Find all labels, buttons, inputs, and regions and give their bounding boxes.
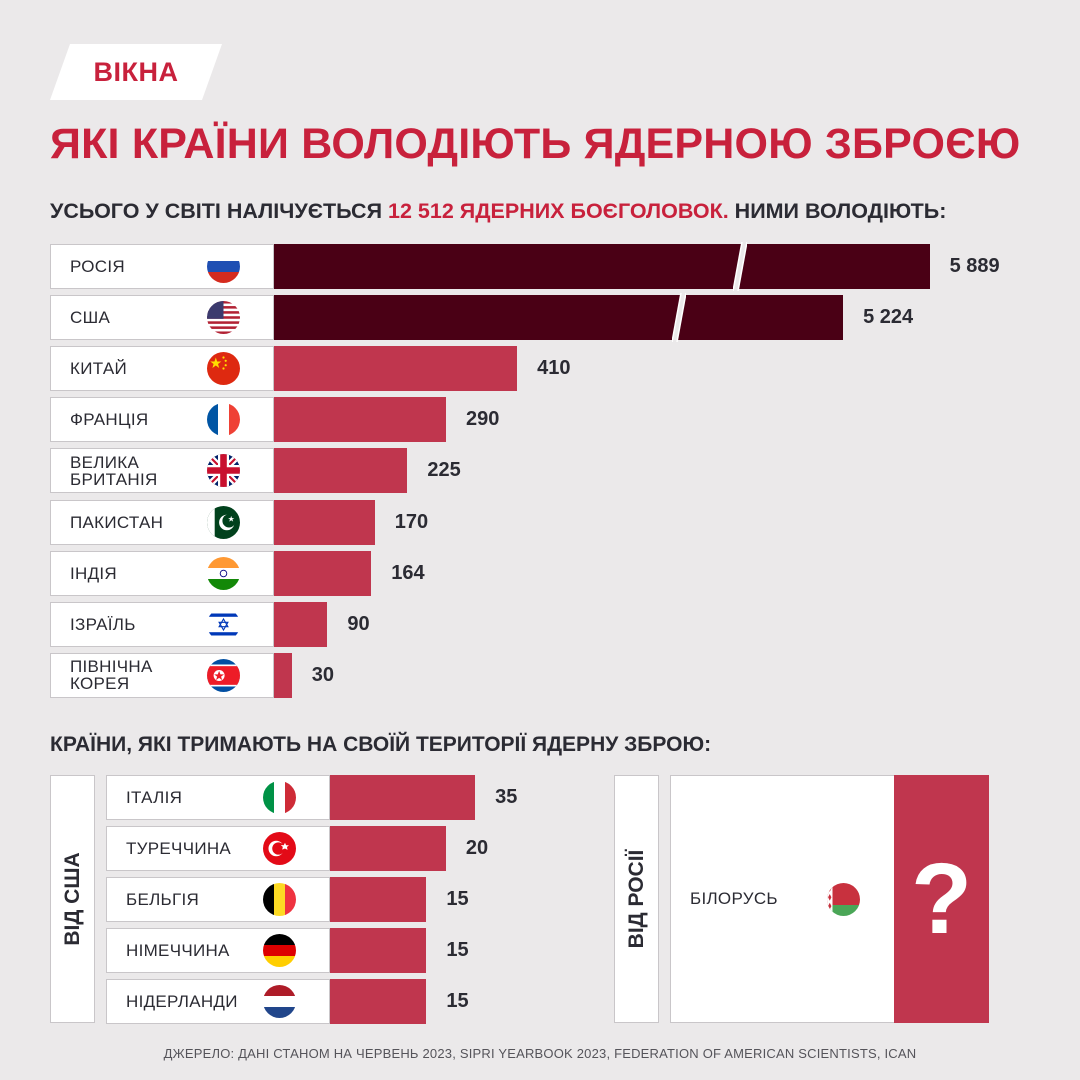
- value-label: 15: [446, 939, 469, 961]
- value-label: 5 889: [949, 255, 1000, 277]
- germany-flag-icon: [263, 934, 296, 967]
- country-label: США: [70, 308, 111, 328]
- country-label: ФРАНЦІЯ: [70, 410, 149, 430]
- bar: [274, 499, 375, 545]
- brand-logo: ВІКНА: [50, 44, 222, 100]
- country-label-box: РОСІЯ: [50, 244, 274, 289]
- country-label: РОСІЯ: [70, 257, 125, 276]
- source-note: ДЖЕРЕЛО: ДАНІ СТАНОМ НА ЧЕРВЕНЬ 2023, SI…: [163, 1046, 917, 1061]
- country-label: НІМЕЧЧИНА: [126, 941, 230, 960]
- country-label-box: ФРАНЦІЯ: [50, 397, 274, 443]
- value-label: 15: [446, 888, 469, 910]
- subtitle: УСЬОГО У СВІТІ НАЛІЧУЄТЬСЯ 12 512 ЯДЕРНИ…: [50, 199, 946, 224]
- bar: [330, 826, 446, 871]
- bar: [274, 448, 408, 494]
- bar: [274, 550, 372, 596]
- from-russia-group-label: ВІД РОСІЇ: [614, 775, 659, 1023]
- from-russia-text: ВІД РОСІЇ: [624, 849, 648, 949]
- bar: [330, 979, 427, 1024]
- country-label: ТУРЕЧЧИНА: [126, 839, 232, 858]
- from-usa-text: ВІД США: [60, 852, 84, 946]
- value-label: 410: [537, 357, 571, 380]
- country-label-box: ТУРЕЧЧИНА: [106, 826, 330, 871]
- bar: [330, 775, 476, 820]
- country-label: ПАКИСТАН: [70, 512, 164, 532]
- country-label: ІТАЛІЯ: [126, 788, 183, 807]
- bar: [330, 928, 427, 973]
- bar: [274, 244, 930, 289]
- value-label: 15: [446, 990, 469, 1012]
- country-label-box: США: [50, 295, 274, 341]
- brand-name: ВІКНА: [93, 56, 179, 87]
- country-label-box: ІНДІЯ: [50, 550, 274, 596]
- bar: [274, 601, 328, 647]
- russia-flag-icon: [207, 250, 240, 283]
- axis-break-mark: [732, 242, 747, 291]
- bar: [274, 652, 292, 698]
- country-label-box: НІМЕЧЧИНА: [106, 928, 330, 973]
- country-label-box: БЕЛЬГІЯ: [106, 877, 330, 922]
- pakistan-flag-icon: [207, 505, 240, 539]
- france-flag-icon: [207, 403, 240, 437]
- section-title-hosted: КРАЇНИ, ЯКІ ТРИМАЮТЬ НА СВОЇЙ ТЕРИТОРІЇ …: [50, 733, 712, 756]
- unknown-value-mark: ?: [910, 843, 973, 955]
- country-label-box: ПІВНІЧНА КОРЕЯ: [50, 652, 274, 698]
- country-label-box: ІТАЛІЯ: [106, 775, 330, 820]
- bar: [330, 877, 427, 922]
- axis-break-mark: [672, 293, 687, 343]
- netherlands-flag-icon: [263, 985, 296, 1018]
- bar: [274, 346, 518, 392]
- country-label: БІЛОРУСЬ: [690, 889, 778, 908]
- value-label: 90: [347, 612, 370, 635]
- value-label: 5 224: [863, 306, 914, 329]
- value-label: 225: [427, 459, 461, 482]
- value-label: 164: [391, 561, 425, 584]
- value-label: 170: [394, 510, 429, 533]
- country-label: ІЗРАЇЛЬ: [70, 614, 136, 634]
- value-label: 20: [465, 837, 489, 859]
- country-label: БЕЛЬГІЯ: [126, 890, 200, 909]
- subtitle-highlight: 12 512 ЯДЕРНИХ БОЄГОЛОВОК.: [388, 199, 729, 223]
- country-label-box: НІДЕРЛАНДИ: [106, 979, 330, 1024]
- from-usa-group-label: ВІД США: [50, 775, 95, 1023]
- value-label: 30: [311, 663, 335, 686]
- uk-flag-icon: [207, 454, 240, 488]
- country-label-box: ПАКИСТАН: [50, 499, 274, 545]
- country-label-box: ВЕЛИКА БРИТАНІЯ: [50, 448, 274, 494]
- country-label-box: КИТАЙ: [50, 346, 274, 392]
- belarus-unknown-bar: ?: [894, 775, 989, 1023]
- belarus-flag-icon: [827, 883, 860, 916]
- page-title: ЯКІ КРАЇНИ ВОЛОДІЮТЬ ЯДЕРНОЮ ЗБРОЄЮ: [50, 120, 1021, 168]
- india-flag-icon: [207, 556, 240, 590]
- bar: [274, 295, 844, 341]
- north-korea-flag-icon: [207, 658, 240, 692]
- country-label: КИТАЙ: [70, 359, 127, 379]
- country-label: ВЕЛИКА БРИТАНІЯ: [70, 452, 158, 489]
- country-label: НІДЕРЛАНДИ: [126, 992, 238, 1011]
- subtitle-suffix: НИМИ ВОЛОДІЮТЬ:: [728, 199, 947, 223]
- subtitle-prefix: УСЬОГО У СВІТІ НАЛІЧУЄТЬСЯ: [50, 199, 389, 223]
- china-flag-icon: [207, 352, 240, 386]
- bar: [274, 397, 446, 443]
- country-label: ІНДІЯ: [70, 563, 118, 583]
- italy-flag-icon: [263, 781, 296, 814]
- turkey-flag-icon: [263, 832, 296, 865]
- value-label: 35: [495, 786, 518, 808]
- israel-flag-icon: [207, 607, 240, 641]
- usa-flag-icon: [207, 301, 240, 335]
- country-label-box: ІЗРАЇЛЬ: [50, 601, 274, 647]
- value-label: 290: [465, 408, 500, 431]
- belgium-flag-icon: [263, 883, 296, 916]
- country-label: ПІВНІЧНА КОРЕЯ: [70, 657, 153, 694]
